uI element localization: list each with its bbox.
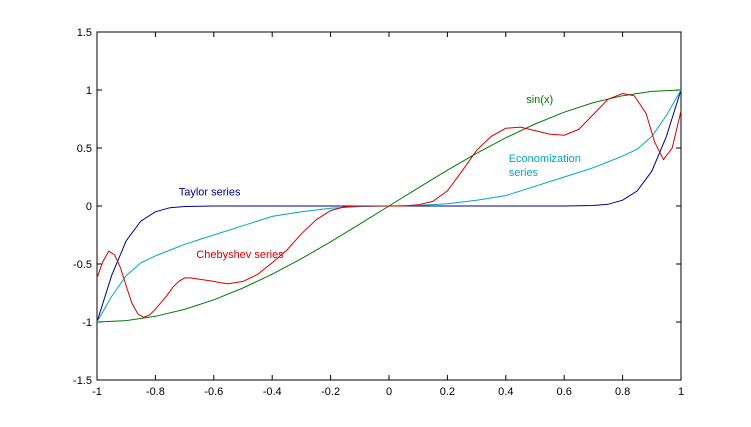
y-tick-label: 0.5: [77, 143, 92, 155]
y-tick-label: 0: [86, 201, 92, 213]
annotation-label: Chebyshev series: [196, 249, 284, 261]
y-tick-label: 1: [86, 85, 92, 97]
x-tick-label: -0.2: [321, 386, 340, 398]
x-tick-label: -0.4: [263, 386, 282, 398]
x-tick-label: -0.8: [146, 386, 165, 398]
series-line: [96, 92, 682, 318]
annotation-label: series: [509, 167, 539, 179]
annotation-label: sin(x): [526, 94, 553, 106]
series-layer: [96, 89, 682, 323]
annotation-label: Taylor series: [179, 187, 241, 199]
annotation-label: Economization: [509, 153, 581, 165]
x-tick-label: 0.6: [557, 386, 572, 398]
x-tick-label: -1: [92, 386, 102, 398]
x-tick-label: 0.4: [498, 386, 513, 398]
x-tick-label: 0.8: [615, 386, 630, 398]
y-tick-label: -0.5: [73, 259, 92, 271]
x-tick-label: -0.6: [204, 386, 223, 398]
x-tick-label: 1: [678, 386, 684, 398]
x-tick-label: 0: [386, 386, 392, 398]
axis-ticks: -1 -0.8 -0.6 -0.4 -0.2 0 0.2 0.4 0.6 0.8 1-1.5-1-0…: [73, 27, 684, 398]
annotation-layer: sin(x) Taylor series Economization series Ch…: [179, 94, 581, 261]
y-tick-label: -1: [82, 317, 92, 329]
y-tick-label: -1.5: [73, 375, 92, 387]
y-tick-label: 1.5: [77, 27, 92, 39]
x-tick-label: 0.2: [440, 386, 455, 398]
